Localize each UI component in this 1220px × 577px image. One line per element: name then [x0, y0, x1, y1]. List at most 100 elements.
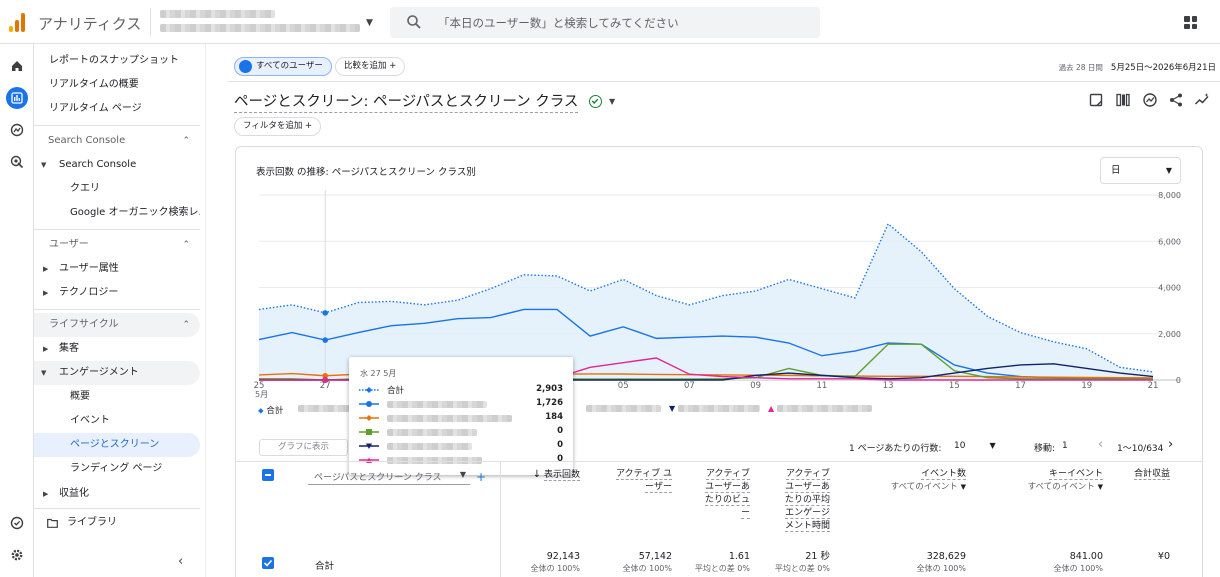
search-icon — [407, 15, 421, 29]
app-title[interactable]: アナリティクス — [38, 15, 142, 33]
column-header-event-count[interactable]: イベント数 すべてのイベント ▼ — [860, 468, 966, 494]
sidebar-item-overview[interactable]: 概要 — [70, 391, 90, 402]
tooltip-series-name-redacted — [387, 429, 477, 436]
line-marker-icon — [359, 443, 379, 449]
total-row-label: 合計 — [315, 561, 335, 572]
prev-page-icon[interactable]: ‹ — [1098, 437, 1104, 452]
column-label: アクティブ ユーザー — [616, 469, 672, 493]
sidebar-item-engagement[interactable]: ▼ エンゲージメント — [34, 361, 200, 385]
tooltip-row-total: 合計 2,903 — [359, 384, 563, 396]
collapse-sidebar-icon[interactable]: ‹ — [178, 554, 184, 569]
advertising-icon[interactable] — [6, 151, 28, 173]
compare-columns-icon[interactable] — [1115, 92, 1131, 108]
legend-label-redacted — [677, 405, 760, 412]
caret-down-icon: ▼ — [960, 483, 966, 491]
nav-rail — [0, 44, 34, 577]
divider — [34, 309, 200, 310]
legend-label-redacted — [586, 405, 661, 412]
rows-per-page-select[interactable]: 10 ▼ — [954, 441, 996, 451]
sidebar-item-pages-screens[interactable]: ページとスクリーン — [34, 433, 200, 457]
section-label: ライフサイクル — [49, 319, 119, 330]
apps-grid-icon[interactable] — [1184, 16, 1197, 29]
column-filter[interactable]: すべてのイベント — [890, 482, 958, 492]
cell-pct: 全体の 100% — [1053, 564, 1103, 573]
segment-chip-all-users[interactable]: すべてのユーザー — [234, 57, 332, 76]
edit-report-icon[interactable] — [1088, 92, 1104, 108]
cell-pct: 平均との差 0% — [774, 564, 830, 573]
sidebar-item-snapshot[interactable]: レポートのスナップショット — [49, 55, 179, 66]
section-lifecycle[interactable]: ライフサイクル ⌃ — [34, 313, 200, 337]
search-bar[interactable]: 「本日のユーザー数」と検索してみてください — [390, 7, 820, 38]
tooltip-series-name-redacted — [387, 443, 472, 450]
column-header-avg-engagement[interactable]: アクティブ ユーザーあたりの平均エンゲージメント時間 — [778, 468, 830, 533]
goto-page-input[interactable]: 1 — [1062, 441, 1068, 451]
column-header-views-per-user[interactable]: アクティブ ユーザーあたりのビュー — [700, 468, 750, 520]
chevron-up-icon[interactable]: ⌃ — [182, 136, 190, 146]
settings-gear-icon[interactable] — [6, 544, 28, 566]
legend-item[interactable]: ▼ — [669, 404, 760, 414]
legend-item-total[interactable]: ⬥ 合計 — [258, 404, 283, 416]
share-icon[interactable] — [1168, 92, 1184, 108]
section-label: Search Console — [48, 135, 126, 146]
insights-icon[interactable] — [1142, 92, 1158, 108]
total-cell-key-events: 841.00 全体の 100% — [1017, 551, 1103, 575]
sidebar-item-realtime-pages[interactable]: リアルタイム ページ — [49, 103, 142, 114]
sidebar-item-search-console[interactable]: ▼ Search Console — [34, 153, 200, 177]
sidebar-item-label: Search Console — [59, 159, 137, 170]
date-range-value: 5月25日～2026年6月21日 — [1110, 63, 1216, 73]
check-circle-icon[interactable] — [589, 95, 602, 108]
granularity-select[interactable]: 日 ▼ — [1100, 157, 1181, 184]
sort-down-arrow-icon: ↓ — [532, 469, 542, 480]
tooltip-series-name-redacted — [387, 401, 487, 408]
dimension-select[interactable]: ページパスとスクリーン クラス ▼ — [308, 470, 470, 485]
goto-label: 移動: — [1034, 444, 1056, 454]
column-filter[interactable]: すべてのイベント — [1027, 482, 1095, 492]
next-page-icon[interactable]: › — [1168, 437, 1174, 452]
column-header-active-users[interactable]: アクティブ ユーザー — [608, 468, 672, 494]
legend-item[interactable]: ▲ — [768, 404, 872, 414]
caret-down-icon[interactable]: ▼ — [609, 97, 616, 106]
section-users[interactable]: ユーザー ⌃ — [34, 233, 200, 257]
chevron-up-icon[interactable]: ⌃ — [182, 240, 190, 250]
sidebar-item-google-organic[interactable]: Google オーガニック検索レ... — [70, 207, 200, 218]
select-all-checkbox[interactable] — [262, 469, 274, 481]
legend-item[interactable] — [586, 404, 661, 414]
column-header-key-events[interactable]: キーイベント すべてのイベント ▼ — [1000, 468, 1103, 494]
legend-item[interactable] — [298, 404, 350, 414]
caret-down-icon: ▼ — [41, 369, 47, 377]
show-in-graph-button[interactable]: グラフに表示 — [259, 439, 348, 456]
sidebar-item-monetization[interactable]: ▶ 収益化 — [34, 482, 200, 506]
sidebar-item-events[interactable]: イベント — [70, 415, 110, 426]
sidebar-item-demographics[interactable]: ▶ ユーザー属性 — [34, 257, 200, 281]
rows-per-page-value: 10 — [954, 441, 966, 451]
total-cell-event-count: 328,629 全体の 100% — [880, 551, 966, 575]
sidebar-item-technology[interactable]: ▶ テクノロジー — [34, 281, 200, 305]
chevron-up-icon[interactable]: ⌃ — [182, 320, 190, 330]
sidebar-item-landing-page[interactable]: ランディング ページ — [70, 463, 163, 474]
caret-right-icon: ▶ — [43, 490, 49, 498]
row-checkbox-total[interactable] — [262, 557, 274, 569]
date-range-picker[interactable]: 過去 28 日間 5月25日～2026年6月21日 — [1059, 61, 1216, 73]
trend-sparkle-icon[interactable] — [1194, 92, 1210, 108]
divider — [150, 8, 151, 36]
sidebar-item-acquisition[interactable]: ▶ 集客 — [34, 337, 200, 361]
column-label: イベント数 — [920, 469, 966, 480]
configure-icon[interactable] — [6, 512, 28, 534]
explore-icon[interactable] — [6, 119, 28, 141]
section-search-console[interactable]: Search Console ⌃ — [34, 129, 200, 153]
sidebar-item-queries[interactable]: クエリ — [70, 183, 100, 194]
caret-down-icon[interactable]: ▼ — [366, 18, 373, 28]
sidebar-item-realtime-overview[interactable]: リアルタイムの概要 — [49, 79, 139, 90]
column-header-total-revenue[interactable]: 合計収益 — [1130, 468, 1170, 481]
tooltip-value: 0 — [557, 454, 563, 464]
column-header-views[interactable]: ↓ 表示回数 — [520, 468, 580, 482]
page-title[interactable]: ページとスクリーン: ページパスとスクリーン クラス — [234, 90, 579, 113]
reports-icon[interactable] — [6, 87, 28, 109]
sidebar-item-library[interactable]: ライブラリ — [34, 511, 200, 535]
add-comparison-button[interactable]: 比較を追加 + — [335, 57, 406, 76]
home-icon[interactable] — [6, 55, 28, 77]
account-selector[interactable] — [160, 8, 370, 36]
analytics-logo-icon[interactable] — [8, 12, 26, 32]
add-dimension-icon[interactable]: + — [476, 470, 487, 484]
add-filter-button[interactable]: フィルタを追加 + — [234, 117, 322, 136]
